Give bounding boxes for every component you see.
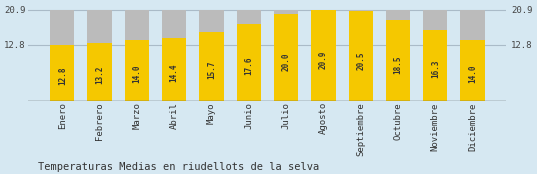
Text: 16.3: 16.3 bbox=[431, 60, 440, 78]
Bar bbox=[386, 10, 410, 101]
Bar bbox=[162, 10, 186, 101]
Bar bbox=[125, 40, 149, 101]
Bar bbox=[50, 45, 75, 101]
Text: 12.8: 12.8 bbox=[58, 66, 67, 85]
Bar bbox=[274, 14, 298, 101]
Bar bbox=[88, 43, 112, 101]
Text: 20.9: 20.9 bbox=[319, 50, 328, 69]
Bar bbox=[349, 10, 373, 101]
Bar bbox=[162, 38, 186, 101]
Bar bbox=[461, 10, 485, 101]
Text: Temperaturas Medias en riudellots de la selva: Temperaturas Medias en riudellots de la … bbox=[38, 162, 319, 172]
Text: 14.0: 14.0 bbox=[468, 64, 477, 82]
Text: 17.6: 17.6 bbox=[244, 57, 253, 76]
Bar bbox=[199, 10, 223, 101]
Bar bbox=[461, 40, 485, 101]
Text: 18.5: 18.5 bbox=[394, 55, 403, 74]
Bar bbox=[423, 30, 447, 101]
Text: 14.0: 14.0 bbox=[133, 64, 141, 82]
Text: 20.5: 20.5 bbox=[356, 51, 365, 70]
Bar bbox=[274, 10, 298, 101]
Text: 20.0: 20.0 bbox=[281, 52, 291, 71]
Bar bbox=[125, 10, 149, 101]
Bar bbox=[237, 10, 261, 101]
Bar bbox=[199, 32, 223, 101]
Text: 15.7: 15.7 bbox=[207, 61, 216, 79]
Bar bbox=[349, 11, 373, 101]
Bar bbox=[237, 24, 261, 101]
Bar bbox=[311, 10, 336, 101]
Text: 13.2: 13.2 bbox=[95, 66, 104, 84]
Bar bbox=[423, 10, 447, 101]
Bar bbox=[50, 10, 75, 101]
Bar bbox=[386, 20, 410, 101]
Bar bbox=[88, 10, 112, 101]
Text: 14.4: 14.4 bbox=[170, 63, 179, 82]
Bar bbox=[311, 10, 336, 101]
